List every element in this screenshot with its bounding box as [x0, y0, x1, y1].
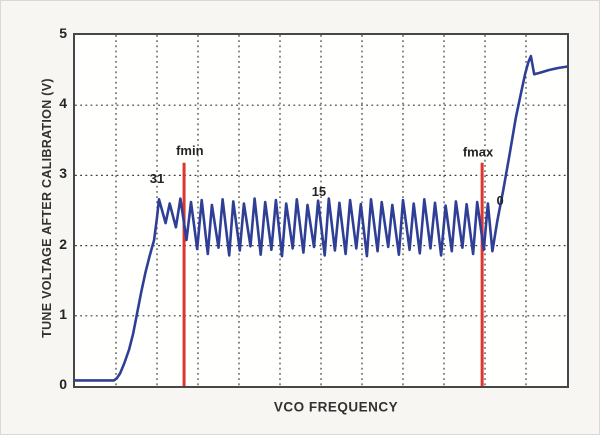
chart-canvas: fmin fmax 31 15 0: [75, 35, 567, 386]
fmax-line-label: fmax: [463, 144, 494, 159]
fmin-line-label: fmin: [176, 143, 204, 158]
y-tick-label-5: 5: [59, 25, 67, 41]
y-tick-label-1: 1: [59, 305, 67, 322]
y-axis-title: TUNE VOLTAGE AFTER CALIBRATION (V): [40, 78, 54, 338]
y-tick-label-2: 2: [59, 235, 67, 252]
band-label-15: 15: [312, 184, 326, 199]
x-axis-title: VCO FREQUENCY: [273, 399, 399, 415]
y-tick-label-3: 3: [59, 165, 67, 182]
y-tick-label-4: 4: [59, 95, 67, 112]
band-label-31: 31: [150, 171, 164, 186]
band-label-0: 0: [497, 193, 504, 208]
plot-area: fmin fmax 31 15 0: [73, 33, 569, 388]
y-tick-label-0: 0: [59, 376, 67, 392]
tune-voltage-curve: [75, 54, 567, 382]
